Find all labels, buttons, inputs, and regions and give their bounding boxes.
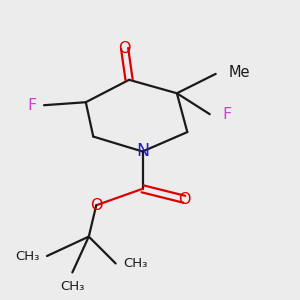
Text: CH₃: CH₃: [60, 280, 85, 293]
Text: N: N: [136, 142, 149, 160]
Text: CH₃: CH₃: [15, 250, 40, 262]
Text: F: F: [222, 107, 232, 122]
Text: F: F: [27, 98, 37, 113]
Text: Me: Me: [228, 65, 250, 80]
Text: O: O: [118, 41, 131, 56]
Text: CH₃: CH₃: [123, 257, 148, 270]
Text: O: O: [90, 198, 103, 213]
Text: O: O: [178, 192, 190, 207]
